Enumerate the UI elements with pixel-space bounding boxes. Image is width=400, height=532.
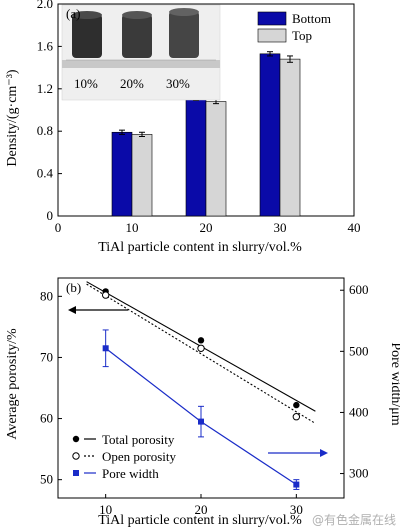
panel-label-a: (a) [66, 6, 80, 21]
x-tick-label-b: 10 [99, 502, 112, 517]
watermark: @有色金属在线 [312, 512, 396, 527]
panel-label-b: (b) [66, 280, 81, 295]
x-tick-label: 20 [200, 220, 213, 235]
x-tick-label-b: 20 [195, 502, 208, 517]
x-tick-label: 40 [348, 220, 361, 235]
sample-cylinder-10 [72, 11, 102, 58]
right-y-tick-label: 600 [349, 282, 369, 297]
open-porosity-point [197, 344, 205, 352]
legend-bottom: Bottom [292, 11, 331, 26]
sample-cylinder-30 [169, 8, 199, 58]
right-y-axis-title: Pore width/μm [388, 342, 400, 425]
x-tick-label-b: 30 [290, 502, 303, 517]
left-y-tick-label: 60 [40, 411, 53, 426]
left-y-tick-label: 80 [40, 288, 53, 303]
pore-width-point [293, 481, 300, 488]
x-axis-ticks: 0 10 20 30 40 [55, 212, 361, 235]
sample-photo: 10% 20% 30% [61, 4, 221, 101]
legend-swatch-bottom [257, 11, 287, 26]
bar-top-30 [279, 58, 301, 217]
y-axis-title: Density/(g·cm⁻³) [5, 69, 20, 166]
sample-cylinder-20 [122, 11, 152, 58]
x-axis-title-b: TiAl particle content in slurry/vol.% [98, 513, 302, 528]
error-bar-bottom-30 [267, 51, 273, 57]
porosity-chart: 50 60 70 80 300 400 500 600 10 20 30 (b) Total p… [5, 277, 400, 528]
right-y-tick-label: 300 [349, 466, 369, 481]
bar-bottom-20 [185, 99, 207, 217]
right-y-tick-label: 500 [349, 343, 369, 358]
open-porosity-point [292, 413, 301, 421]
error-bar-top-30 [287, 55, 293, 63]
y-tick-label: 2.0 [37, 0, 53, 11]
right-y-axis-ticks: 300 400 500 600 [340, 282, 369, 481]
y-axis-ticks: 0 0.4 0.8 1.2 1.6 2.0 [37, 0, 62, 223]
bar-top-10 [131, 134, 153, 217]
total-porosity-point [197, 337, 205, 344]
pore-width-point [198, 418, 204, 425]
error-bar-bottom-10 [119, 129, 125, 135]
x-axis-title: TiAl particle content in slurry/vol.% [98, 240, 302, 255]
density-chart: 0 0.4 0.8 1.2 1.6 2.0 0 10 20 30 40 10% 20% 30% [5, 0, 361, 255]
legend-top: Top [292, 28, 312, 43]
legend-swatch-top [257, 28, 287, 43]
legend-b: Total porosity Open porosity Pore width [72, 432, 177, 481]
photo-label-10: 10% [74, 76, 98, 91]
bars [111, 51, 301, 217]
x-tick-label: 30 [274, 220, 287, 235]
legend-marker-total [72, 435, 80, 443]
photo-label-30: 30% [166, 76, 190, 91]
y-tick-label: 0 [47, 208, 54, 223]
left-y-tick-label: 70 [40, 349, 53, 364]
pore-width-point [102, 345, 109, 352]
right-axis-arrow [268, 449, 328, 457]
right-y-tick-label: 400 [349, 404, 369, 419]
left-axis-arrow [68, 306, 128, 314]
series-lines [86, 281, 316, 490]
legend-open-porosity: Open porosity [102, 449, 177, 464]
left-y-tick-label: 50 [40, 472, 53, 487]
legend-marker-pore [73, 470, 79, 476]
bar-bottom-10 [111, 131, 133, 217]
plot-frame-b [57, 277, 345, 499]
x-tick-label: 10 [126, 220, 139, 235]
legend-total-porosity: Total porosity [102, 432, 175, 447]
bar-top-20 [205, 101, 227, 217]
legend: Bottom Top [257, 11, 331, 43]
legend-marker-open [72, 452, 80, 460]
y-tick-label: 0.8 [37, 123, 53, 138]
y-tick-label: 0.4 [37, 166, 54, 181]
legend-pore-width: Pore width [102, 466, 159, 481]
x-axis-ticks-b: 10 20 30 [99, 494, 303, 517]
bar-bottom-30 [259, 53, 281, 217]
x-tick-label: 0 [55, 220, 62, 235]
y-tick-label: 1.2 [37, 81, 53, 96]
left-y-axis-ticks: 50 60 70 80 [40, 288, 62, 487]
error-bar-top-10 [139, 131, 145, 137]
total-porosity-point [293, 401, 300, 409]
fit-line-open [86, 283, 316, 424]
open-porosity-point [101, 291, 110, 299]
photo-label-20: 20% [120, 76, 144, 91]
y-tick-label: 1.6 [37, 38, 54, 53]
left-y-axis-title: Average porosity/% [5, 328, 20, 440]
